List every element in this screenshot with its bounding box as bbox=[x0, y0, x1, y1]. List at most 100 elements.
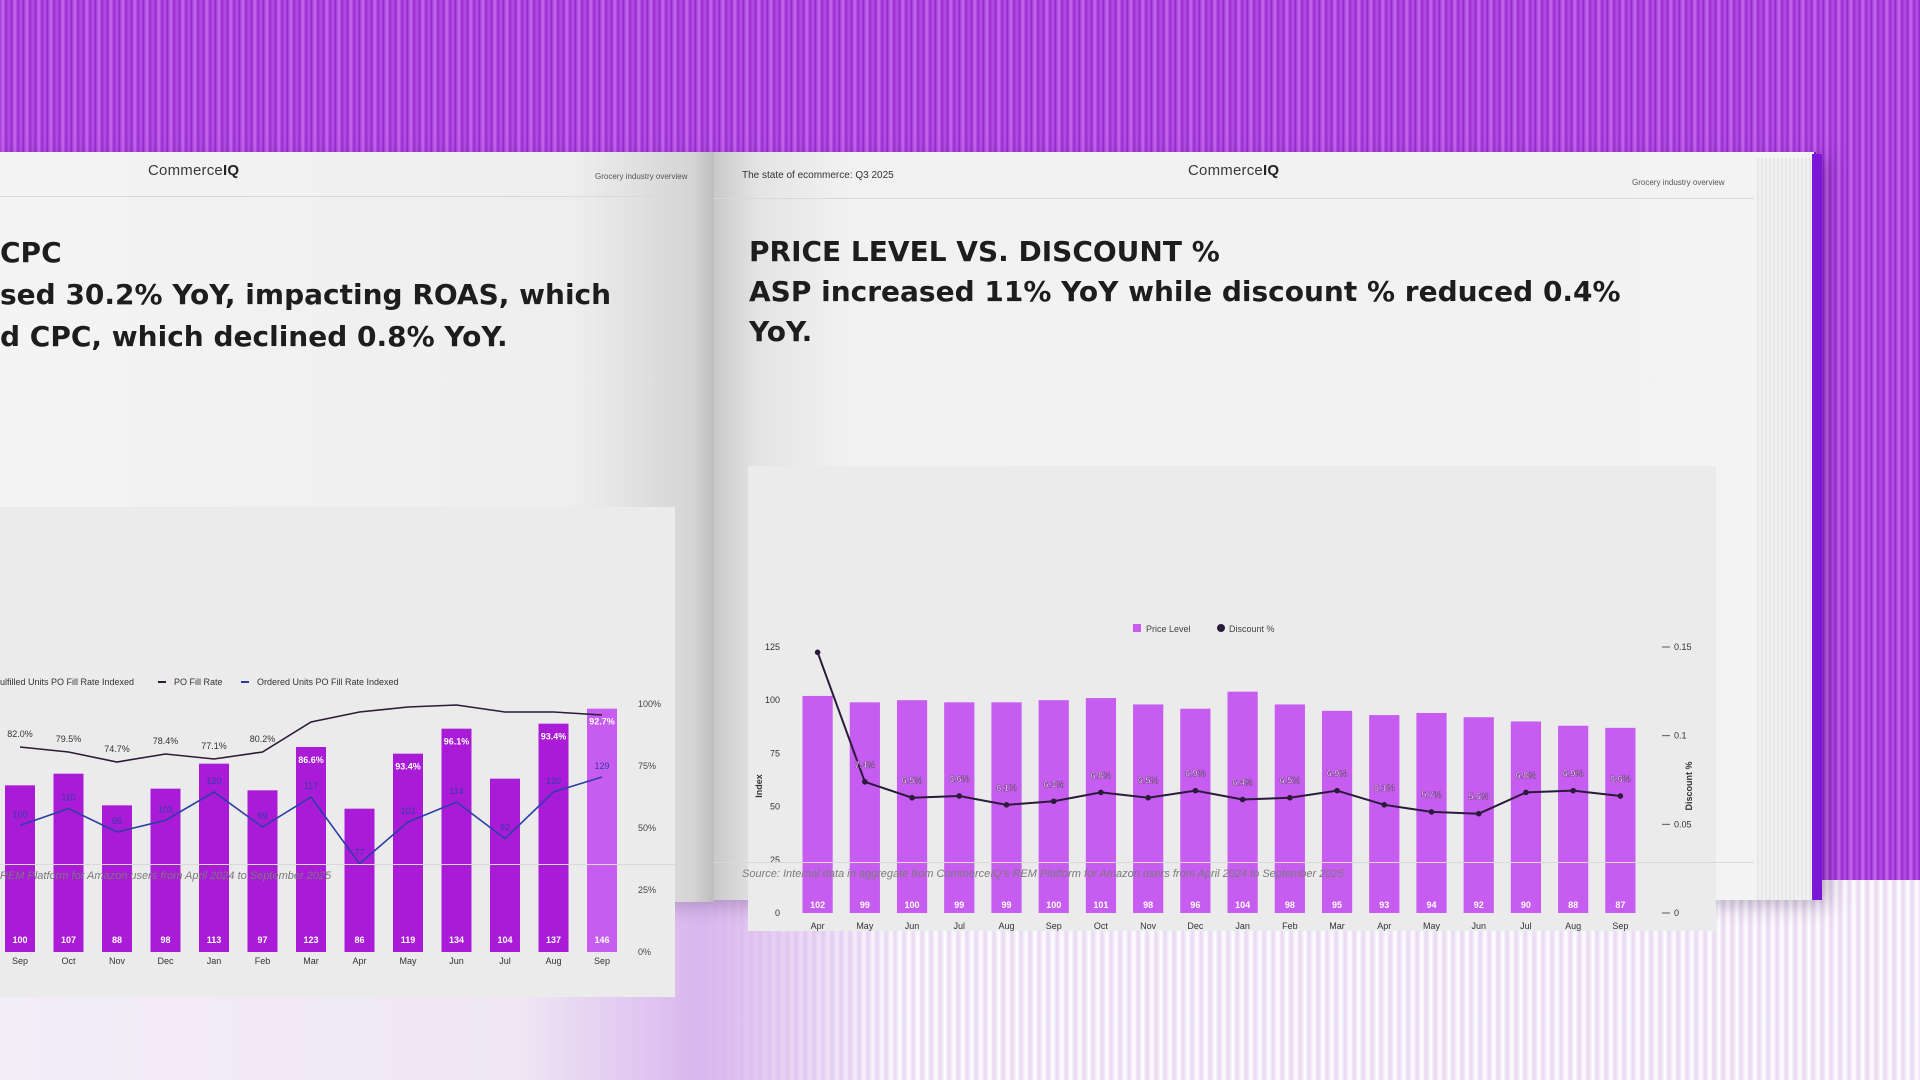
x-tick-label: Jan bbox=[1235, 921, 1250, 931]
y-axis-label: Index bbox=[754, 774, 764, 798]
price-level-value-label: 88 bbox=[1568, 900, 1578, 910]
discount-value-label: 6.8% bbox=[1516, 770, 1537, 780]
discount-value-label: 6.6% bbox=[1610, 774, 1631, 784]
discount-value-label: 5.6% bbox=[1468, 792, 1489, 802]
price-level-bar bbox=[802, 695, 833, 913]
discount-point bbox=[1239, 796, 1246, 803]
price-level-value-label: 100 bbox=[1046, 900, 1061, 910]
discount-value-label: 7.4% bbox=[855, 760, 876, 770]
discount-point bbox=[1523, 789, 1529, 796]
discount-value-label: 6.9% bbox=[1185, 769, 1206, 779]
right-logo: CommerceIQ bbox=[1188, 162, 1280, 179]
fulfilled-bar bbox=[53, 773, 84, 952]
x-tick-label: Sep bbox=[1046, 921, 1062, 931]
x-tick-label: Jul bbox=[1520, 921, 1532, 931]
price-level-bar bbox=[1605, 727, 1636, 913]
discount-point bbox=[1050, 798, 1057, 805]
left-chart-panel: ulfilled Units PO Fill Rate Indexed PO Fi… bbox=[0, 507, 675, 997]
x-tick-label: Jun bbox=[905, 921, 920, 931]
price-level-value-label: 98 bbox=[1143, 900, 1153, 910]
price-level-value-label: 99 bbox=[954, 900, 964, 910]
ordered-value-label: 96 bbox=[112, 816, 122, 826]
ordered-value-label: 120 bbox=[206, 776, 221, 786]
discount-value-label: 6.8% bbox=[1091, 770, 1112, 780]
y-tick-label: 25 bbox=[770, 855, 780, 865]
discount-value-label: 6.9% bbox=[1327, 769, 1348, 779]
ordered-value-label: 129 bbox=[594, 761, 609, 771]
right-header-right: Grocery industry overview bbox=[1632, 178, 1725, 187]
x-tick-label: Sep bbox=[594, 956, 610, 966]
left-title-line-3: d CPC, which declined 0.8% YoY. bbox=[0, 320, 508, 353]
price-level-bar bbox=[1038, 700, 1069, 913]
y-tick-label: 75 bbox=[770, 748, 780, 758]
left-chart: ulfilled Units PO Fill Rate Indexed PO Fi… bbox=[0, 677, 661, 966]
discount-point bbox=[1381, 802, 1388, 808]
right-source: Source: Internal data in aggregate from … bbox=[742, 868, 1344, 880]
legend-label-discount: Discount % bbox=[1229, 624, 1275, 634]
discount-value-label: 6.1% bbox=[996, 783, 1017, 793]
right-axis-tick-label: 50% bbox=[638, 823, 656, 833]
price-level-value-label: 98 bbox=[1285, 900, 1295, 910]
fulfilled-bar bbox=[393, 753, 423, 952]
po-fill-rate-label: 82.0% bbox=[7, 729, 33, 739]
discount-point bbox=[1145, 794, 1151, 801]
fulfilled-bar bbox=[247, 790, 278, 952]
book-cover-edge bbox=[1812, 154, 1822, 900]
right-title-line-2: ASP increased 11% YoY while discount % r… bbox=[749, 275, 1621, 308]
fulfilled-value-label: 98 bbox=[160, 935, 170, 945]
price-level-bar bbox=[849, 702, 880, 913]
price-level-bar bbox=[1085, 698, 1117, 913]
po-fill-rate-label: 93.4% bbox=[541, 732, 567, 742]
discount-point bbox=[1334, 787, 1340, 794]
x-tick-label: Feb bbox=[1282, 921, 1298, 931]
price-level-bar bbox=[1510, 721, 1542, 913]
x-tick-label: Jan bbox=[207, 956, 222, 966]
y-tick-label: 125 bbox=[765, 642, 780, 652]
price-level-bar bbox=[1180, 708, 1211, 913]
ordered-value-label: 103 bbox=[158, 804, 173, 814]
fulfilled-value-label: 107 bbox=[61, 935, 76, 945]
discount-point bbox=[1570, 787, 1576, 794]
ordered-value-label: 110 bbox=[61, 793, 75, 803]
discount-point bbox=[909, 794, 915, 801]
po-fill-rate-label: 80.2% bbox=[250, 734, 276, 744]
right-title-line-3: YoY. bbox=[749, 315, 813, 348]
discount-point bbox=[814, 649, 821, 656]
x-tick-label: Apr bbox=[352, 956, 366, 966]
y-tick-label: 0 bbox=[775, 908, 780, 918]
x-tick-label: Jun bbox=[449, 956, 464, 966]
x-tick-label: Oct bbox=[1094, 921, 1109, 931]
x-tick-label: Aug bbox=[545, 956, 561, 966]
fulfilled-bar bbox=[587, 708, 617, 952]
legend-label-price-level: Price Level bbox=[1146, 624, 1191, 634]
x-tick-label: Aug bbox=[998, 921, 1014, 931]
price-level-bar bbox=[944, 702, 975, 913]
discount-value-label: 6.6% bbox=[949, 774, 970, 784]
right-page: The state of ecommerce: Q3 2025 Commerce… bbox=[714, 152, 1816, 931]
right-chart-panel: Price Level Discount % 0 25 50 75 100 125 Index 0… bbox=[748, 466, 1716, 931]
ordered-value-label: 92 bbox=[500, 823, 510, 833]
discount-point bbox=[1475, 810, 1482, 817]
fulfilled-bar bbox=[490, 778, 520, 952]
left-header-rule bbox=[0, 196, 685, 197]
y2-axis-label: Discount % bbox=[1684, 761, 1694, 810]
right-axis-tick-label: 100% bbox=[638, 699, 661, 709]
fulfilled-bar bbox=[296, 747, 326, 952]
fulfilled-value-label: 104 bbox=[497, 935, 512, 945]
discount-point bbox=[1617, 793, 1624, 799]
discount-point bbox=[1192, 787, 1199, 794]
ordered-value-label: 114 bbox=[449, 786, 463, 796]
x-tick-label: Sep bbox=[1612, 921, 1628, 931]
legend-swatch-discount bbox=[1217, 624, 1225, 632]
price-level-value-label: 100 bbox=[905, 900, 920, 910]
ordered-value-label: 99 bbox=[257, 811, 267, 821]
discount-value-label: 6.4% bbox=[1232, 778, 1253, 788]
discount-value-label: 6.1% bbox=[1374, 783, 1395, 793]
fulfilled-value-label: 88 bbox=[112, 935, 122, 945]
price-level-value-label: 92 bbox=[1474, 900, 1484, 910]
fulfilled-value-label: 123 bbox=[303, 935, 318, 945]
ordered-line bbox=[19, 776, 603, 865]
left-logo: CommerceIQ bbox=[148, 162, 240, 179]
x-tick-label: Jun bbox=[1471, 921, 1486, 931]
fulfilled-bar bbox=[5, 785, 35, 952]
